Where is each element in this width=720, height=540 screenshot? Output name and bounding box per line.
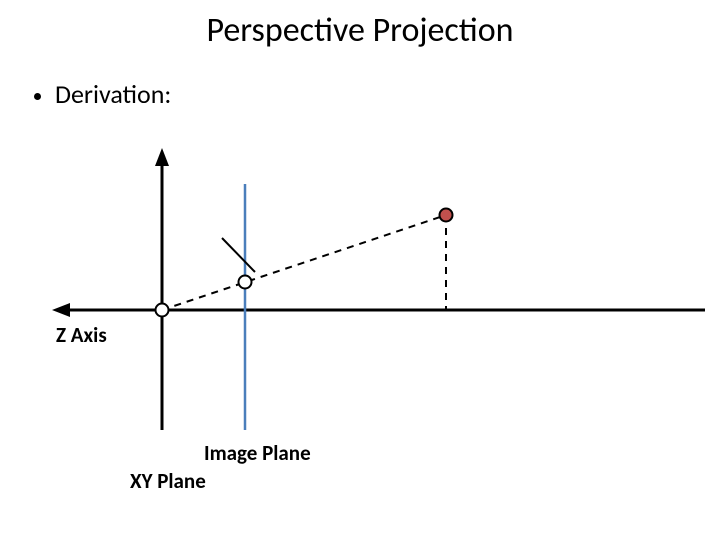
origin-point: [156, 304, 169, 317]
xy-plane-label: XY Plane: [130, 468, 206, 494]
slide: Perspective Projection Derivation: Z Axi…: [0, 0, 720, 540]
world-point: [440, 209, 453, 222]
perspective-diagram: [0, 0, 720, 540]
projection-ray: [162, 215, 446, 310]
z-axis-arrow-icon: [52, 303, 70, 317]
projected-point: [239, 276, 252, 289]
pointer-line: [222, 238, 255, 272]
image-plane-label: Image Plane: [204, 440, 311, 466]
y-axis-arrow-icon: [155, 148, 169, 166]
z-axis-label: Z Axis: [56, 322, 107, 348]
